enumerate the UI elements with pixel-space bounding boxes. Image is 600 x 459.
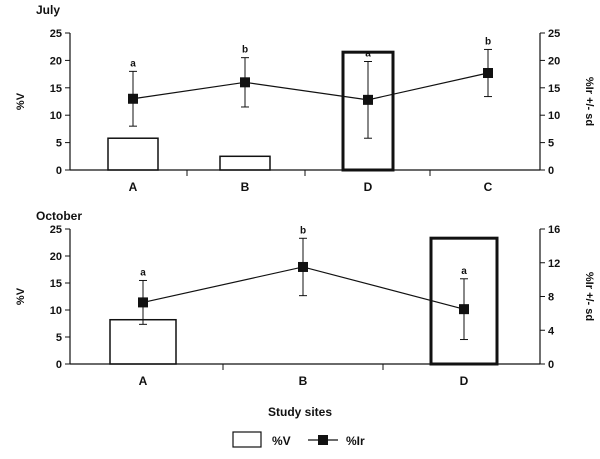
panel-title: July bbox=[36, 3, 60, 17]
left-tick-label: 25 bbox=[50, 224, 62, 236]
right-tick-label: 12 bbox=[548, 258, 560, 270]
right-axis-title: %Ir +/- sd bbox=[583, 272, 595, 321]
legend-bar-swatch bbox=[232, 431, 262, 448]
july-panel: July 0 5 10 15 20 25 0 5 10 15 20 25 %V %Ir +/- sd A B D C… bbox=[15, 3, 595, 194]
point-%Ir bbox=[298, 261, 308, 272]
left-tick-label: 0 bbox=[56, 165, 62, 177]
point-%Ir bbox=[240, 77, 250, 88]
left-tick-label: 10 bbox=[50, 110, 62, 122]
left-tick-label: 15 bbox=[50, 278, 62, 290]
left-tick-label: 5 bbox=[56, 138, 62, 150]
right-axis-title: %Ir +/- sd bbox=[583, 77, 595, 126]
right-tick-label: 4 bbox=[548, 325, 555, 337]
left-axis-title: %V bbox=[15, 92, 27, 110]
significance-label: b bbox=[300, 225, 306, 236]
right-tick-label: 20 bbox=[548, 55, 560, 67]
panel-title: October bbox=[36, 209, 82, 223]
left-tick-label: 15 bbox=[50, 83, 62, 95]
legend: %V %Ir bbox=[232, 431, 365, 448]
category-label: B bbox=[241, 180, 250, 194]
significance-label: b bbox=[242, 45, 248, 56]
left-tick-label: 20 bbox=[50, 251, 62, 263]
left-tick-label: 0 bbox=[56, 359, 62, 371]
right-tick-label: 25 bbox=[548, 28, 560, 40]
bar-%V bbox=[219, 155, 271, 171]
category-label: C bbox=[484, 180, 493, 194]
point-%Ir bbox=[483, 68, 493, 79]
x-axis-label: Study sites bbox=[268, 405, 332, 419]
right-tick-label: 15 bbox=[548, 83, 560, 95]
category-label: A bbox=[129, 180, 138, 194]
right-tick-label: 16 bbox=[548, 224, 560, 236]
category-label: A bbox=[139, 374, 148, 388]
left-tick-label: 20 bbox=[50, 55, 62, 67]
significance-label: a bbox=[140, 267, 146, 278]
right-tick-label: 0 bbox=[548, 165, 554, 177]
left-tick-label: 25 bbox=[50, 28, 62, 40]
bar-%V bbox=[109, 318, 177, 365]
legend-bar-label: %V bbox=[272, 434, 291, 448]
point-%Ir bbox=[138, 297, 148, 308]
right-tick-label: 5 bbox=[548, 138, 554, 150]
right-tick-label: 8 bbox=[548, 292, 554, 304]
category-label: B bbox=[299, 374, 308, 388]
line-%Ir bbox=[132, 72, 489, 101]
left-tick-label: 10 bbox=[50, 305, 62, 317]
right-tick-label: 0 bbox=[548, 359, 554, 371]
legend-line-label: %Ir bbox=[346, 434, 365, 448]
bar-%V bbox=[341, 50, 395, 172]
legend-line-marker bbox=[318, 435, 328, 445]
left-axis-title: %V bbox=[15, 287, 27, 305]
bar-%V bbox=[107, 137, 159, 171]
point-%Ir bbox=[459, 304, 469, 315]
point-%Ir bbox=[363, 94, 373, 105]
significance-label: a bbox=[130, 58, 136, 69]
significance-label: b bbox=[485, 36, 491, 47]
right-tick-label: 10 bbox=[548, 110, 560, 122]
category-label: D bbox=[364, 180, 373, 194]
significance-label: a bbox=[461, 266, 467, 277]
point-%Ir bbox=[128, 93, 138, 104]
category-label: D bbox=[460, 374, 469, 388]
left-tick-label: 5 bbox=[56, 332, 62, 344]
significance-label: a bbox=[365, 48, 371, 59]
october-panel: October 0 5 10 15 20 25 0 4 8 12 16 %V %Ir +/- sd A B Da… bbox=[15, 209, 595, 388]
